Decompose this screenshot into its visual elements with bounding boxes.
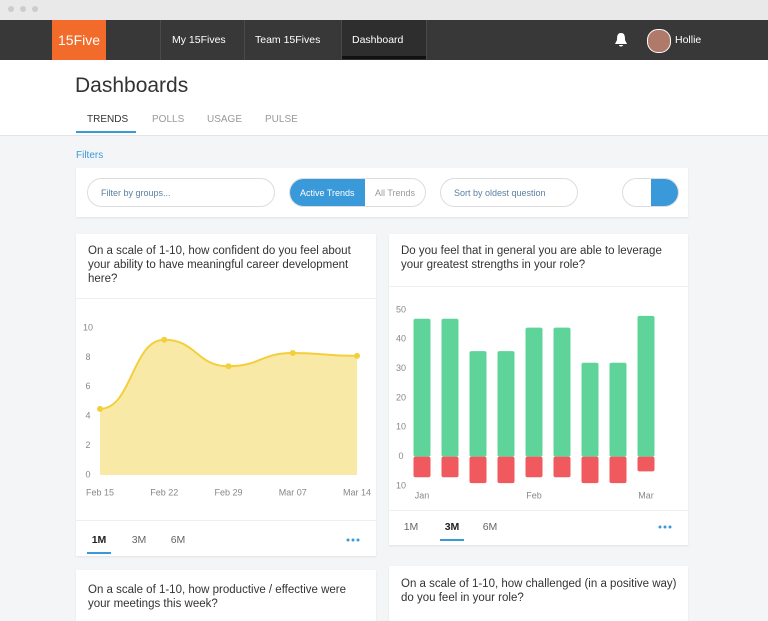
toggle-label[interactable]: All Trends [375,188,416,198]
x-tick-label: Mar [638,490,654,500]
point[interactable] [97,405,103,412]
point[interactable] [161,336,168,343]
bar[interactable] [581,362,599,457]
bar[interactable] [441,318,459,457]
group-dropdown[interactable]: Filter by groups... [87,178,275,207]
x-tick-label: Feb 22 [150,487,178,497]
tab[interactable]: POLLS [152,114,185,125]
point[interactable] [289,349,296,356]
avatar[interactable] [647,29,671,53]
sort-dropdown[interactable]: Sort by oldest question [440,178,578,207]
bar[interactable] [637,456,655,472]
range-underline [87,552,111,554]
dropdown-text: Sort by oldest question [454,188,546,198]
question-card: On a scale of 1-10, how productive / eff… [76,570,376,621]
bell-icon[interactable] [614,32,628,48]
y-tick-label: 10 [396,422,406,432]
y-tick-label: 50 [396,304,406,314]
filters-toggle[interactable]: Filters [76,150,104,161]
y-tick-label: 30 [396,363,406,373]
range-tab[interactable]: 1M [92,534,107,546]
area [100,339,357,475]
nav-item[interactable]: Team 15Fives [255,34,321,46]
toggle-label: Active Trends [300,188,355,198]
bar[interactable] [525,327,543,457]
bar[interactable] [609,362,627,457]
more-dot [668,525,672,529]
y-tick-label: 2 [85,440,90,450]
tab[interactable]: USAGE [207,114,243,125]
more-dot[interactable] [351,538,355,542]
bar[interactable] [525,456,543,478]
question: On a scale of 1-10, how productive / eff… [88,584,347,610]
toggle-active[interactable]: Active Trends [290,179,365,206]
question: On a scale of 1-10, how confident do you… [88,245,351,285]
bar[interactable] [609,456,627,484]
range-tab[interactable]: 3M [445,521,460,533]
y-tick-label: 0 [85,469,90,479]
dropdown-text: Filter by groups... [101,188,171,198]
more-dot [356,538,360,542]
question: On a scale of 1-10, how challenged (in a… [401,578,677,604]
range-underline [440,539,464,541]
question-card: On a scale of 1-10, how challenged (in a… [389,566,688,621]
point[interactable] [354,352,360,359]
range-tab[interactable]: 1M [404,521,419,533]
x-tick-label: Feb 29 [214,487,242,497]
question: Do you feel that in general you are able… [401,245,662,271]
y-tick-label: 20 [396,392,406,402]
bar[interactable] [441,456,459,478]
nav-item[interactable]: My 15Fives [172,34,226,46]
grid-view[interactable] [651,179,678,206]
browser-bar [0,0,768,20]
page-title: Dashboards [75,74,189,97]
bar[interactable] [553,327,571,457]
trend-toggle: Active Trends All Trends [289,178,426,207]
bar[interactable] [413,456,431,478]
x-tick-label: Jan [415,490,430,500]
point[interactable] [225,363,232,370]
y-tick-label: 6 [85,381,90,391]
range-tab[interactable]: 6M [483,521,498,533]
y-tick-label: 4 [85,411,90,421]
bar[interactable] [553,456,571,478]
y-tick-label: 40 [396,334,406,344]
y-tick-label: 10 [396,480,406,490]
more-dot [346,538,350,542]
filter-bar: Filter by groups... Active Trends All Tr… [76,168,688,217]
logo[interactable]: 15Five [52,20,106,60]
bar[interactable] [413,318,431,457]
y-tick-label: 0 [398,451,403,461]
y-tick-label: 10 [83,322,93,332]
bar[interactable] [469,456,487,484]
bar[interactable] [469,351,487,457]
bar[interactable] [497,351,515,457]
view-toggle [622,178,679,207]
range-tab[interactable]: 3M [132,534,147,546]
tab[interactable]: TRENDS [87,114,129,125]
chart-card: On a scale of 1-10, how confident do you… [76,234,376,556]
bar[interactable] [497,456,515,484]
user-name[interactable]: Hollie [675,34,702,46]
more-dot[interactable] [663,525,667,529]
y-tick-label: 8 [85,352,90,362]
x-tick-label: Mar 07 [279,487,307,497]
bar[interactable] [637,315,655,457]
nav-item[interactable]: Dashboard [352,34,404,46]
x-tick-label: Feb 15 [86,487,114,497]
tab[interactable]: PULSE [265,114,298,125]
bar[interactable] [581,456,599,484]
range-tab[interactable]: 6M [171,534,186,546]
line [99,338,358,410]
logo-text: 15Five [58,32,101,48]
header: Dashboards TRENDS POLLS USAGE PULSE [0,60,768,136]
nav-bar: 15Five My 15Fives Team 15Fives Dashboard… [0,20,768,60]
more-dot [658,525,662,529]
x-tick-label: Feb [526,490,542,500]
x-tick-label: Mar 14 [343,487,371,497]
